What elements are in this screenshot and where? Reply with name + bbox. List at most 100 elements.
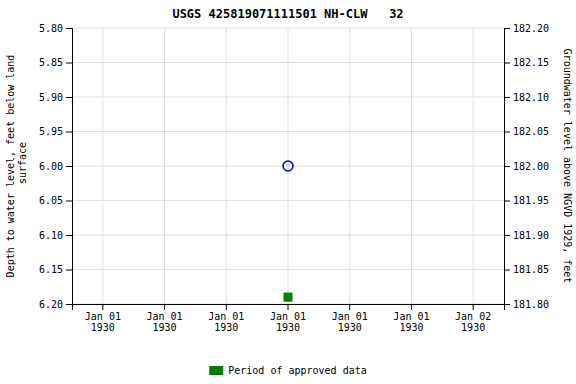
plot: Jan 011930 Jan 011930 Jan 011930 Jan 011930… (39, 23, 549, 333)
tick-mark (226, 304, 227, 310)
y-axis: 5.80 5.85 5.90 5.95 6.00 6.05 6.10 6.15 6.20 (39, 23, 73, 310)
tick-mark (66, 270, 72, 271)
series (284, 293, 292, 301)
tick-label: 6.15 (39, 264, 63, 275)
tick: 6.15 (39, 264, 72, 275)
tick-mark (504, 201, 510, 202)
tick: 182.00 (504, 161, 549, 172)
tick: Jan 011930 (147, 304, 183, 333)
legend-swatch (209, 366, 223, 375)
tick-label: Jan 011930 (393, 311, 429, 333)
point (283, 161, 293, 171)
tick-label: 182.10 (513, 92, 549, 103)
tick-mark (411, 304, 412, 310)
tick-label: 182.20 (513, 23, 549, 34)
tick-mark (504, 132, 510, 133)
tick: 182.10 (504, 92, 549, 103)
tick-mark (66, 235, 72, 236)
tick: 5.90 (39, 92, 72, 103)
tick: 181.85 (504, 264, 549, 275)
tick-label: 6.05 (39, 195, 63, 206)
legend: Period of approved data (209, 365, 366, 376)
grid-line (102, 28, 103, 304)
tick-mark (349, 304, 350, 310)
y2-axis-title: Groundwater level above NGVD 1929, feet (562, 49, 573, 284)
y-axis-title: Depth to water level, feet below land su… (5, 55, 28, 278)
tick-mark (504, 270, 510, 271)
tick-label: 181.95 (513, 195, 549, 206)
tick-mark (504, 97, 510, 98)
grid-line (473, 28, 474, 304)
grid (72, 28, 504, 304)
tick-label: 182.15 (513, 57, 549, 68)
tick-mark (288, 304, 289, 310)
tick: Jan 021930 (455, 304, 491, 333)
tick-mark (66, 28, 72, 29)
tick-mark (66, 201, 72, 202)
tick: 6.20 (39, 299, 72, 310)
series (283, 161, 293, 171)
tick-label: Jan 021930 (455, 311, 491, 333)
tick-label: 5.95 (39, 126, 63, 137)
title: USGS 425819071111501 NH-CLW 32 (172, 7, 403, 21)
tick: 6.05 (39, 195, 72, 206)
tick: 182.05 (504, 126, 549, 137)
tick: 6.00 (39, 161, 72, 172)
tick-label: 182.05 (513, 126, 549, 137)
tick-mark (66, 63, 72, 64)
tick-mark (504, 63, 510, 64)
chart: Jan 011930 Jan 011930 Jan 011930 Jan 011930… (0, 0, 576, 384)
grid-line (411, 28, 412, 304)
tick-label: 181.85 (513, 264, 549, 275)
y2-axis: 182.20 182.15 182.10 182.05 182.00 181.95 181.… (504, 23, 549, 310)
legend-item: Period of approved data (209, 365, 366, 376)
tick-mark (66, 97, 72, 98)
tick-mark (504, 166, 510, 167)
marks (283, 161, 293, 301)
tick: 5.85 (39, 57, 72, 68)
x-axis: Jan 011930 Jan 011930 Jan 011930 Jan 011930… (73, 304, 505, 333)
tick-mark (504, 235, 510, 236)
legend-label: Period of approved data (228, 365, 366, 376)
tick: 182.20 (504, 23, 549, 34)
tick-label: 6.20 (39, 299, 63, 310)
tick: Jan 011930 (332, 304, 368, 333)
tick: Jan 011930 (270, 304, 306, 333)
grid-line (349, 28, 350, 304)
tick: 5.80 (39, 23, 72, 34)
tick-mark (164, 304, 165, 310)
tick-label: 182.00 (513, 161, 549, 172)
tick-mark (66, 166, 72, 167)
tick-label: Jan 011930 (332, 311, 368, 333)
grid-line (288, 28, 289, 304)
tick-label: Jan 011930 (270, 311, 306, 333)
grid-line (226, 28, 227, 304)
tick-label: 181.80 (513, 299, 549, 310)
tick-label: 5.80 (39, 23, 63, 34)
axis-line (73, 305, 505, 311)
tick-label: 6.10 (39, 230, 63, 241)
tick: 6.10 (39, 230, 72, 241)
tick: Jan 011930 (85, 304, 121, 333)
tick-mark (66, 304, 72, 305)
tick: 5.95 (39, 126, 72, 137)
tick-label: Jan 011930 (208, 311, 244, 333)
tick-mark (66, 132, 72, 133)
tick: 181.90 (504, 230, 549, 241)
tick: Jan 011930 (208, 304, 244, 333)
grid-line (164, 28, 165, 304)
tick-label: 6.00 (39, 161, 63, 172)
tick: 181.95 (504, 195, 549, 206)
tick: 181.80 (504, 299, 549, 310)
axis-line (505, 29, 511, 305)
tick-mark (504, 28, 510, 29)
tick-label: Jan 011930 (85, 311, 121, 333)
tick: 182.15 (504, 57, 549, 68)
tick-mark (473, 304, 474, 310)
tick-mark (504, 304, 510, 305)
tick-label: 181.90 (513, 230, 549, 241)
tick-mark (102, 304, 103, 310)
tick-label: 5.85 (39, 57, 63, 68)
tick-label: Jan 011930 (147, 311, 183, 333)
tick: Jan 011930 (393, 304, 429, 333)
